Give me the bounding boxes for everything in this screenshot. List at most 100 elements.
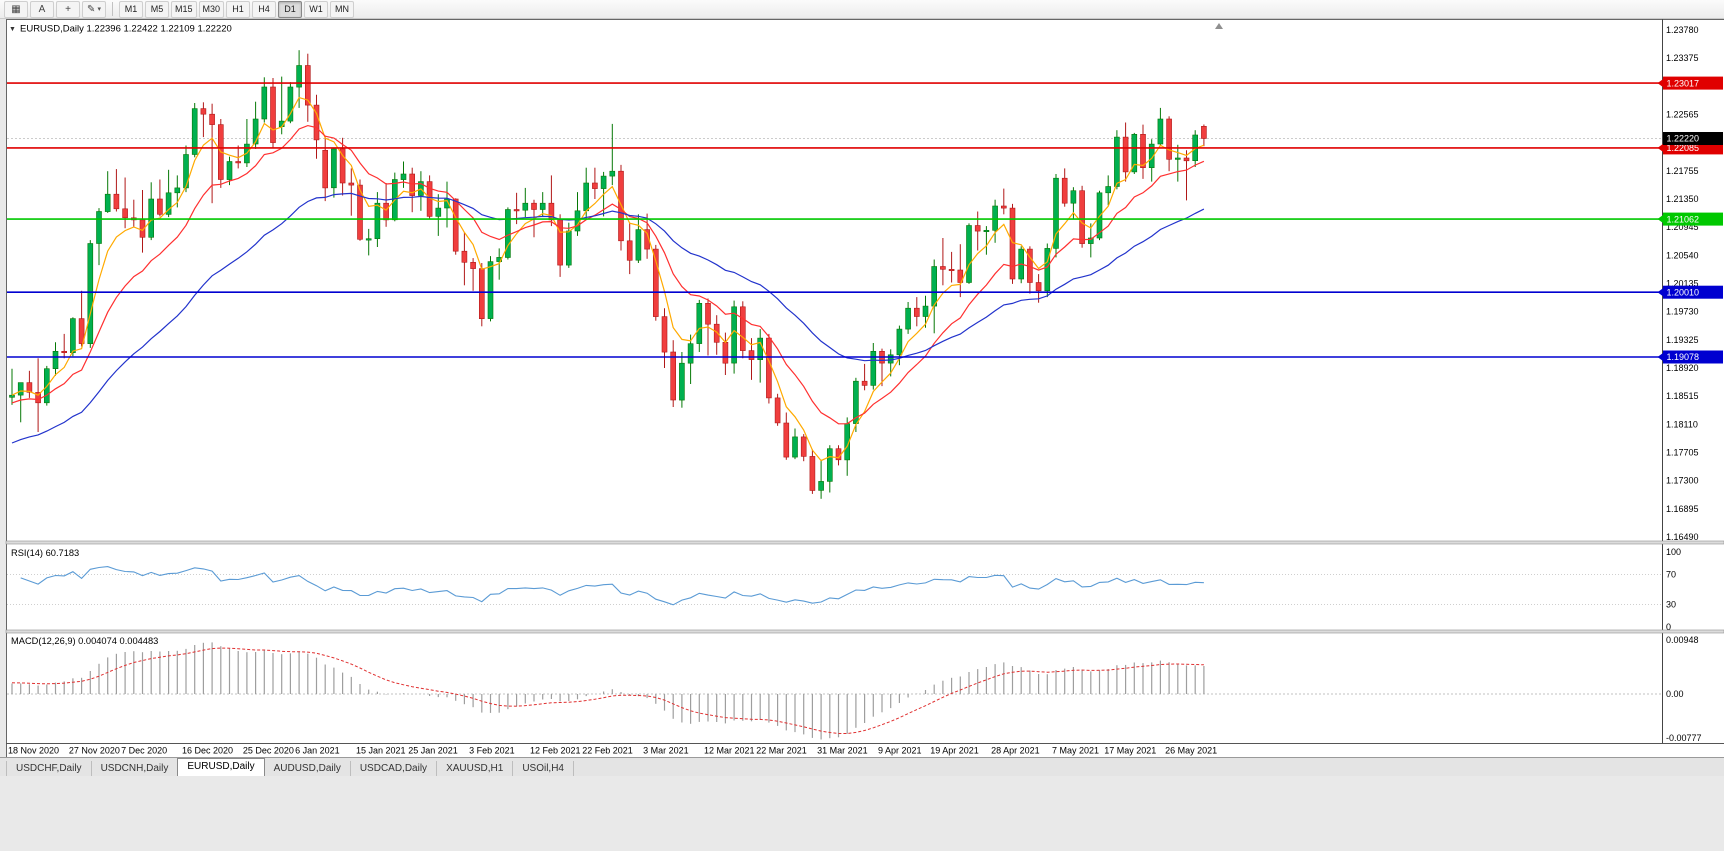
timeframe-button-m15[interactable]: M15 bbox=[171, 0, 197, 18]
svg-text:1.23780: 1.23780 bbox=[1666, 25, 1699, 35]
svg-text:1.23375: 1.23375 bbox=[1666, 53, 1699, 63]
crosshair-tool-icon: + bbox=[65, 3, 71, 15]
macd-label: MACD(12,26,9) 0.004074 0.004483 bbox=[11, 636, 158, 646]
svg-text:26 May 2021: 26 May 2021 bbox=[1165, 746, 1217, 756]
current-price-badge: 1.22220 bbox=[1663, 132, 1723, 145]
svg-text:1.22220: 1.22220 bbox=[1667, 134, 1700, 144]
draw-tools-button[interactable]: ✎ ▾ bbox=[82, 0, 106, 18]
svg-text:100: 100 bbox=[1666, 547, 1681, 557]
timeframe-button-m5[interactable]: M5 bbox=[145, 0, 169, 18]
svg-text:0: 0 bbox=[1666, 622, 1671, 632]
rsi-panel: RSI(14) 60.7183 100 70 30 0 bbox=[7, 547, 1681, 632]
collapse-chart-icon[interactable]: ▼ bbox=[9, 26, 16, 33]
splitter-rsi-macd[interactable] bbox=[5, 629, 1724, 634]
svg-text:1.21350: 1.21350 bbox=[1666, 194, 1699, 204]
tab-xauusd-h1[interactable]: XAUUSD,H1 bbox=[437, 761, 514, 776]
timeframe-button-h4[interactable]: H4 bbox=[252, 0, 277, 18]
toolbar: ▦ A + ✎ ▾ M1 M5 M15 M30 H1 H4 D1 W1 MN bbox=[0, 0, 1724, 19]
text-tool-button[interactable]: A bbox=[30, 0, 54, 18]
svg-text:6 Jan 2021: 6 Jan 2021 bbox=[295, 746, 340, 756]
panel-separators bbox=[5, 19, 1724, 757]
chart-canvas[interactable]: 1.237801.233751.229701.225651.221601.217… bbox=[0, 0, 1724, 757]
svg-text:1.22085: 1.22085 bbox=[1667, 143, 1700, 153]
timeframe-button-d1[interactable]: D1 bbox=[278, 0, 303, 18]
chart-grid-button[interactable]: ▦ bbox=[4, 0, 28, 18]
timeframe-button-w1[interactable]: W1 bbox=[304, 0, 329, 18]
chart-shift-marker-icon[interactable] bbox=[1215, 23, 1223, 29]
text-tool-icon: A bbox=[38, 3, 46, 15]
svg-text:25 Jan 2021: 25 Jan 2021 bbox=[408, 746, 458, 756]
svg-text:12 Feb 2021: 12 Feb 2021 bbox=[530, 746, 581, 756]
timeframe-button-m30[interactable]: M30 bbox=[198, 0, 225, 18]
svg-text:18 Nov 2020: 18 Nov 2020 bbox=[8, 746, 59, 756]
svg-text:1.19325: 1.19325 bbox=[1666, 335, 1699, 345]
timeframe-buttons: M1 M5 M15 M30 H1 H4 D1 W1 MN bbox=[118, 0, 355, 18]
svg-text:7 Dec 2020: 7 Dec 2020 bbox=[121, 746, 167, 756]
svg-text:0.00: 0.00 bbox=[1666, 689, 1684, 699]
svg-text:12 Mar 2021: 12 Mar 2021 bbox=[704, 746, 755, 756]
toolbar-icon-group: ▦ A + ✎ ▾ bbox=[3, 0, 107, 18]
svg-text:1.17705: 1.17705 bbox=[1666, 448, 1699, 458]
svg-text:1.20010: 1.20010 bbox=[1667, 287, 1700, 297]
svg-text:17 May 2021: 17 May 2021 bbox=[1104, 746, 1156, 756]
svg-text:1.21755: 1.21755 bbox=[1666, 166, 1699, 176]
tab-usdcad-daily[interactable]: USDCAD,Daily bbox=[351, 761, 438, 776]
svg-text:16 Dec 2020: 16 Dec 2020 bbox=[182, 746, 233, 756]
draw-tools-icon: ✎ bbox=[87, 3, 96, 15]
tab-eurusd-daily[interactable]: EURUSD,Daily bbox=[177, 758, 265, 776]
svg-text:1.23017: 1.23017 bbox=[1667, 78, 1700, 88]
svg-text:1.16895: 1.16895 bbox=[1666, 504, 1699, 514]
svg-text:1.18515: 1.18515 bbox=[1666, 391, 1699, 401]
chart-title: ▼ EURUSD,Daily 1.22396 1.22422 1.22109 1.… bbox=[9, 24, 232, 35]
svg-text:1.20135: 1.20135 bbox=[1666, 279, 1699, 289]
ma-line-5 bbox=[11, 96, 1205, 462]
svg-text:1.16490: 1.16490 bbox=[1666, 532, 1699, 542]
svg-text:1.18110: 1.18110 bbox=[1666, 419, 1698, 429]
chart-grid-icon: ▦ bbox=[11, 3, 21, 15]
svg-text:30: 30 bbox=[1666, 600, 1676, 610]
svg-text:1.17300: 1.17300 bbox=[1666, 476, 1699, 486]
svg-text:9 Apr 2021: 9 Apr 2021 bbox=[878, 746, 922, 756]
window-background bbox=[0, 776, 1724, 851]
svg-text:27 Nov 2020: 27 Nov 2020 bbox=[69, 746, 120, 756]
toolbar-separator bbox=[112, 2, 113, 16]
svg-text:-0.00777: -0.00777 bbox=[1666, 733, 1702, 743]
timeframe-button-mn[interactable]: MN bbox=[330, 0, 355, 18]
ma-line-34 bbox=[11, 192, 1205, 444]
ma-line-13 bbox=[11, 124, 1205, 425]
svg-text:1.19078: 1.19078 bbox=[1667, 352, 1700, 362]
crosshair-tool-button[interactable]: + bbox=[56, 0, 80, 18]
svg-text:25 Dec 2020: 25 Dec 2020 bbox=[243, 746, 294, 756]
svg-text:28 Apr 2021: 28 Apr 2021 bbox=[991, 746, 1040, 756]
svg-text:1.21062: 1.21062 bbox=[1667, 214, 1700, 224]
svg-text:1.20540: 1.20540 bbox=[1666, 250, 1699, 260]
tab-audusd-daily[interactable]: AUDUSD,Daily bbox=[265, 761, 351, 776]
symbol-tab-bar: USDCHF,Daily USDCNH,Daily EURUSD,Daily AUDU… bbox=[0, 757, 1724, 776]
svg-text:1.22565: 1.22565 bbox=[1666, 110, 1699, 120]
dropdown-caret-icon: ▾ bbox=[97, 6, 101, 13]
rsi-label: RSI(14) 60.7183 bbox=[11, 548, 79, 558]
tab-usdchf-daily[interactable]: USDCHF,Daily bbox=[6, 761, 92, 776]
rsi-line bbox=[20, 566, 1204, 606]
svg-text:1.20945: 1.20945 bbox=[1666, 222, 1699, 232]
time-axis[interactable]: 18 Nov 2020 27 Nov 2020 7 Dec 2020 16 Dec 2… bbox=[8, 746, 1217, 756]
tab-usoil-h4[interactable]: USOil,H4 bbox=[513, 761, 574, 776]
svg-text:7 May 2021: 7 May 2021 bbox=[1052, 746, 1099, 756]
svg-text:31 Mar 2021: 31 Mar 2021 bbox=[817, 746, 868, 756]
horizontal-lines[interactable] bbox=[7, 82, 1662, 358]
svg-text:19 Apr 2021: 19 Apr 2021 bbox=[930, 746, 979, 756]
svg-text:70: 70 bbox=[1666, 570, 1676, 580]
svg-text:15 Jan 2021: 15 Jan 2021 bbox=[356, 746, 406, 756]
macd-panel: MACD(12,26,9) 0.004074 0.004483 0.00948 0.… bbox=[7, 635, 1702, 743]
svg-text:22 Mar 2021: 22 Mar 2021 bbox=[756, 746, 807, 756]
tab-usdcnh-daily[interactable]: USDCNH,Daily bbox=[92, 761, 179, 776]
timeframe-button-m1[interactable]: M1 bbox=[119, 0, 143, 18]
chart-title-text: EURUSD,Daily 1.22396 1.22422 1.22109 1.2… bbox=[20, 24, 232, 35]
svg-text:3 Feb 2021: 3 Feb 2021 bbox=[469, 746, 515, 756]
timeframe-button-h1[interactable]: H1 bbox=[226, 0, 251, 18]
price-axis[interactable]: 1.237801.233751.229701.225651.221601.217… bbox=[1666, 25, 1699, 542]
svg-text:3 Mar 2021: 3 Mar 2021 bbox=[643, 746, 689, 756]
svg-text:1.18920: 1.18920 bbox=[1666, 363, 1699, 373]
splitter-main-rsi[interactable] bbox=[5, 540, 1724, 545]
svg-text:0.00948: 0.00948 bbox=[1666, 635, 1699, 645]
